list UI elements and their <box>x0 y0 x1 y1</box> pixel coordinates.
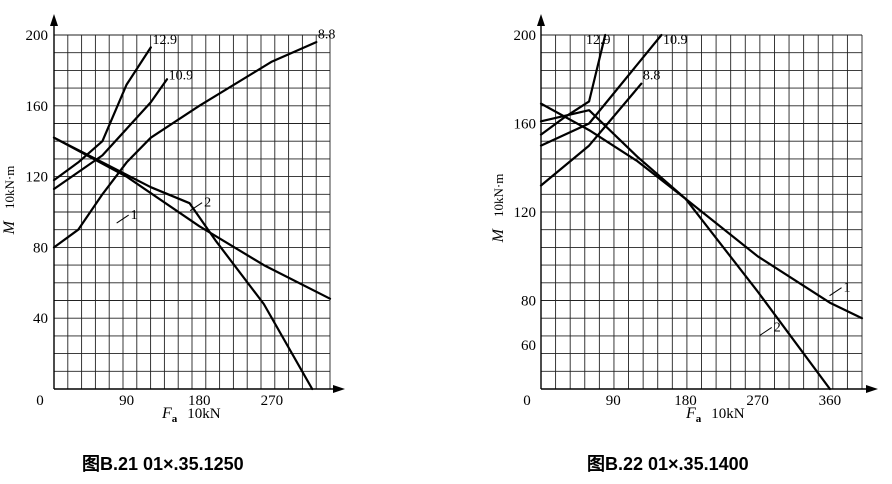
chart2-series-label-12-9: 12.9 <box>586 33 611 48</box>
chart2-x-tick-label: 90 <box>606 393 621 409</box>
chart1-y-tick-label: 200 <box>26 28 49 44</box>
chart2-y-tick-label: 200 <box>514 28 537 44</box>
chart1-series-leader-1 <box>116 214 129 224</box>
chart1-series-line-8-8 <box>52 41 318 249</box>
chart2-caption: 图B.22 01×.35.1400 <box>587 454 749 474</box>
chart2-series-label-2: 2 <box>774 320 781 335</box>
chart2-x-tick-label: 180 <box>674 393 697 409</box>
chart2-series-line-2 <box>539 109 831 391</box>
chart2-y-tick-label: 80 <box>521 294 536 310</box>
chart2-series-line-10-9 <box>539 33 663 147</box>
chart2-x-tick-label: 270 <box>746 393 769 409</box>
chart2-series-label-1: 1 <box>844 281 851 296</box>
chart1-y-tick-label: 120 <box>26 170 49 186</box>
chart1-series-label-1: 1 <box>131 208 138 223</box>
chart2-series-leader-2 <box>759 327 773 336</box>
chart1-y-tick-label: 160 <box>26 99 49 115</box>
chart2-series-line-8-8 <box>539 82 643 187</box>
chart2-x-axis-arrow <box>866 385 878 393</box>
chart2-origin-label: 0 <box>523 393 531 409</box>
chart2-y-axis-arrow <box>537 14 545 26</box>
chart1-x-axis-arrow <box>333 385 345 393</box>
chart2-series-label-10-9: 10.9 <box>663 33 688 48</box>
chart2-y-tick-label: 160 <box>514 117 537 133</box>
chart1-y-tick-label: 40 <box>33 311 48 327</box>
chart2-x-axis-label: Fa 10kN <box>685 405 745 425</box>
chart1-x-axis-label: Fa 10kN <box>161 405 221 425</box>
chart1-series-label-10-9: 10.9 <box>169 68 194 83</box>
chart2-y-tick-label: 60 <box>521 338 536 354</box>
chart1-series-label-8-8: 8.8 <box>318 28 336 43</box>
chart2-y-tick-label: 120 <box>514 205 537 221</box>
chart1-series-label-2: 2 <box>204 196 211 211</box>
chart2-y-axis-label: M10kN·m <box>490 174 507 244</box>
chart1-x-tick-label: 90 <box>119 393 134 409</box>
chart1-x-tick-label: 180 <box>188 393 211 409</box>
chart1-x-tick-label: 270 <box>261 393 284 409</box>
chart2-series-line-12-9 <box>539 33 607 136</box>
chart1-series-leader-2 <box>189 202 203 212</box>
chart1-origin-label: 0 <box>36 393 44 409</box>
chart1-series-line-12-9 <box>52 46 152 182</box>
chart2-series-label-8-8: 8.8 <box>643 68 661 83</box>
chart1-y-axis-arrow <box>50 14 58 26</box>
chart1-y-axis-label: M10kN·m <box>1 166 18 236</box>
chart1-y-tick-label: 80 <box>33 240 48 256</box>
chart2-series-leader-1 <box>829 287 842 297</box>
chart1-series-line-2 <box>52 136 314 391</box>
chart1-series-label-12-9: 12.9 <box>152 33 177 48</box>
chart1-series-line-10-9 <box>52 78 169 191</box>
chart2-x-tick-label: 360 <box>819 393 842 409</box>
chart1-caption: 图B.21 01×.35.1250 <box>82 454 244 474</box>
